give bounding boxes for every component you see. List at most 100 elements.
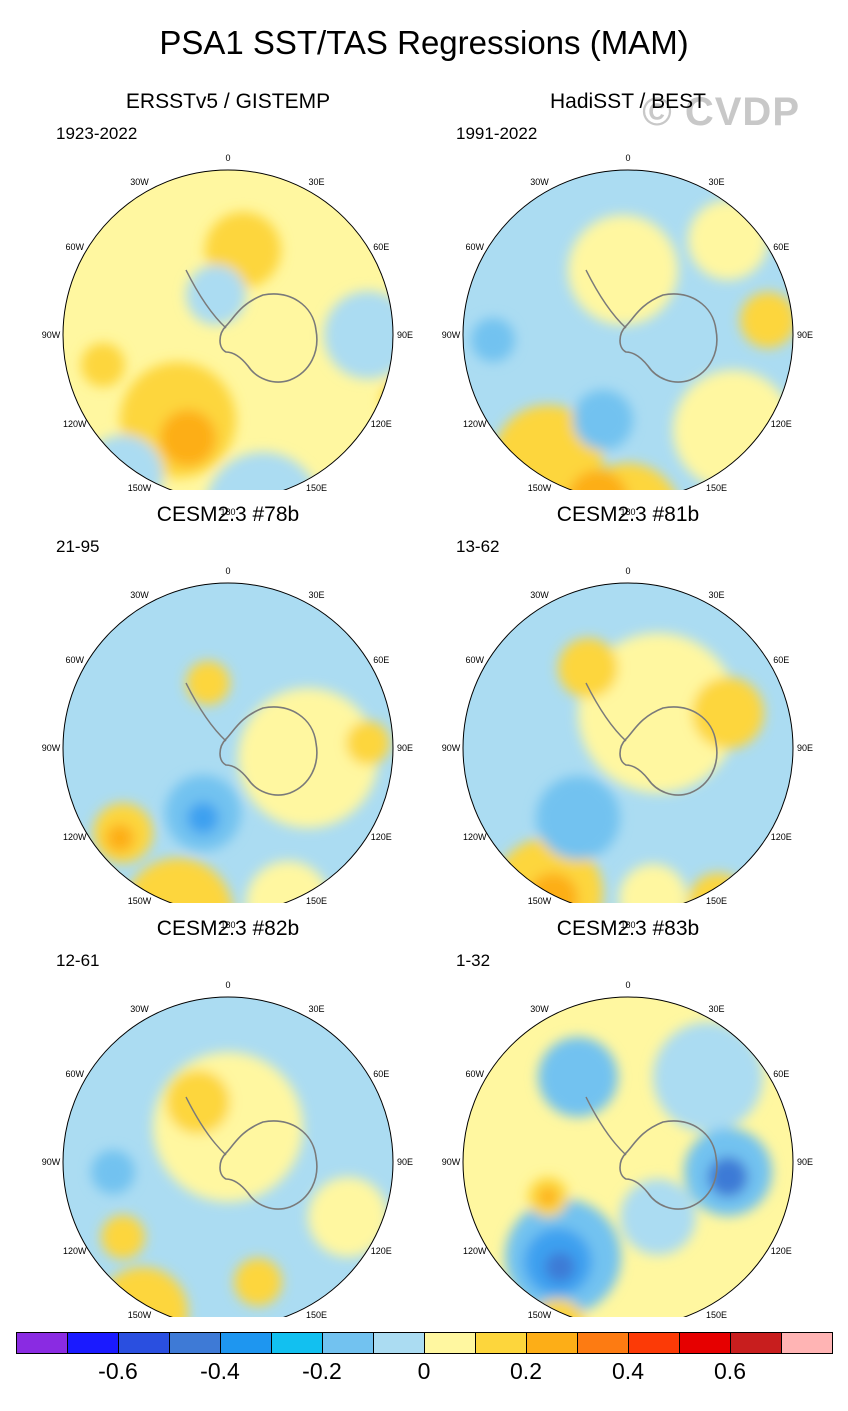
longitude-label: 90W [41,330,61,340]
colorbar-swatch [475,1332,527,1354]
longitude-label: 150W [527,1310,552,1321]
anomaly-patch [246,861,330,903]
longitude-label: 30E [708,589,725,600]
longitude-label: 120W [62,418,87,429]
longitude-label: 180 [220,507,236,517]
anomaly-patch [620,1179,696,1255]
colorbar-swatch [220,1332,272,1354]
colorbar-tick-label: 0.2 [510,1358,542,1384]
longitude-label: 120E [770,418,792,429]
longitude-label: 180 [220,920,236,930]
colorbar-tick-label: -0.2 [302,1358,342,1384]
antarctica-coastline [619,1120,718,1210]
map-panel: CESM2.3 #78b 21-95 0 30E 60E 90E 120E 150E 180 15… [28,503,428,930]
antarctica-coastline [219,706,318,796]
longitude-label: 120W [462,1245,487,1256]
colorbar-tick-label: -0.6 [98,1358,138,1384]
longitude-label: 30E [708,176,725,187]
longitude-label: 0 [225,566,231,576]
map-border [462,996,794,1317]
anomaly-patch [539,1188,557,1206]
colorbar-swatch [628,1332,680,1354]
colorbar-swatch [526,1332,578,1354]
anomaly-patch [346,721,390,765]
antarctica-coastline [619,293,718,383]
colorbar-swatch [730,1332,782,1354]
panel-title: CESM2.3 #81b [556,503,700,526]
map-border [62,996,394,1317]
longitude-label: 30E [708,1003,725,1014]
longitude-label: 0 [625,566,631,576]
colorbar-swatch [373,1332,425,1354]
longitude-label: 60E [373,1068,390,1079]
polar-map [462,169,794,490]
panel-title: HadiSST / BEST [549,90,706,113]
colorbar-swatch [16,1332,68,1354]
peninsula-coastline [585,1096,627,1156]
antarctica-coastline [619,706,718,796]
anomaly-patch [186,661,230,705]
anomaly-patch [324,291,393,379]
longitude-label: 90W [41,743,61,753]
anomaly-patch [538,1037,618,1117]
map-border [62,169,394,490]
longitude-label: 0 [225,980,231,990]
longitude-label: 150W [527,483,552,494]
map-panel: HadiSST / BEST 1991-2022 0 30E 60E 90E 120E 150… [428,90,828,517]
map-panel: CESM2.3 #83b 1-32 0 30E 60E 90E 120E 150E 180 150… [428,917,828,1344]
anomaly-patch [653,1022,763,1132]
longitude-label: 60W [465,1068,484,1079]
longitude-label: 150W [127,483,152,494]
colorbar-tick-label: 0 [417,1358,431,1384]
anomaly-patch [308,1177,388,1257]
longitude-label: 90E [796,330,814,340]
colorbar-swatch [118,1332,170,1354]
polar-map [462,996,794,1317]
colorbar-swatch [322,1332,374,1354]
panel-period: 1991-2022 [456,124,538,143]
anomaly-patch [381,378,393,422]
longitude-label: 30E [308,1003,325,1014]
map-panel: CESM2.3 #81b 13-62 0 30E 60E 90E 120E 150E 180 15… [428,503,828,930]
anomaly-patch [187,802,219,834]
longitude-label: 90E [796,743,814,753]
anomaly-patch [692,677,764,749]
panel-period: 1923-2022 [56,124,138,143]
peninsula-coastline [185,1096,227,1156]
map-border [462,582,794,903]
antarctica-coastline [219,1120,318,1210]
panel-period: 21-95 [56,537,100,556]
anomaly-patch [740,292,793,348]
anomaly-patch [186,265,246,325]
peninsula-coastline [185,269,227,329]
longitude-label: 150W [527,896,552,907]
anomaly-patch [106,824,134,852]
longitude-label: 120E [770,1245,792,1256]
anomaly-patch [471,318,515,362]
polar-map [62,582,394,903]
longitude-label: 60E [773,241,790,252]
longitude-label: 120E [370,831,392,842]
longitude-label: 150W [127,896,152,907]
longitude-label: 90W [441,1157,461,1167]
panel-title: ERSSTv5 / GISTEMP [125,90,331,113]
watermark-text: © CVDP [642,90,800,134]
polar-map [62,996,394,1317]
anomaly-patch [545,1252,575,1282]
panel-title: CESM2.3 #78b [156,503,300,526]
longitude-label: 30W [130,176,149,187]
longitude-label: 30E [308,589,325,600]
anomaly-patch [558,638,618,698]
longitude-label: 60W [465,654,484,665]
longitude-label: 120W [62,1245,87,1256]
peninsula-coastline [585,269,627,329]
longitude-label: 150E [705,896,728,907]
map-border [62,582,394,903]
anomaly-patch [568,470,628,490]
anomaly-patch [238,688,378,828]
anomaly-patch [536,776,620,860]
polar-map [462,582,794,903]
longitude-label: 180 [620,507,636,517]
colorbar-swatch [169,1332,221,1354]
panel-period: 12-61 [56,951,100,970]
